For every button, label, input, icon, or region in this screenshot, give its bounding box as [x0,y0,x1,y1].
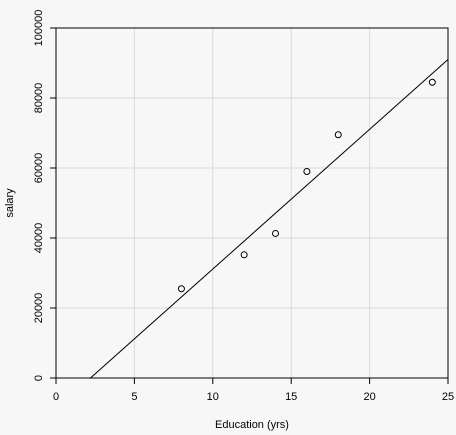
data-point [303,168,311,175]
points-layer [177,78,436,293]
fit-line-layer [90,59,449,379]
grid [55,27,449,379]
y-tick-label: 20000 [33,293,45,324]
x-axis: 0 5 10 15 20 25 [53,378,454,403]
data-point [177,285,185,293]
y-axis-title: salary [4,188,16,218]
x-tick-label: 0 [53,391,59,403]
x-tick-label: 20 [363,391,375,403]
y-tick-label: 60000 [33,153,45,184]
x-tick-label: 15 [285,391,297,403]
plot-background [56,28,448,378]
y-tick-label: 0 [33,375,45,381]
x-axis-title: Education (yrs) [215,419,289,431]
x-tick-label: 10 [207,391,219,403]
y-axis: 0 20000 40000 60000 80000 100000 [33,10,56,381]
y-tick-label: 40000 [33,223,45,254]
data-point [334,131,342,139]
x-tick-label: 25 [442,391,454,403]
x-tick-label: 5 [131,391,137,403]
data-point [428,78,436,86]
data-point [272,229,280,237]
regression-line [90,59,449,379]
plot-frame [55,27,449,379]
data-point [240,251,248,259]
y-tick-label: 100000 [33,10,45,47]
y-tick-label: 80000 [33,83,45,114]
